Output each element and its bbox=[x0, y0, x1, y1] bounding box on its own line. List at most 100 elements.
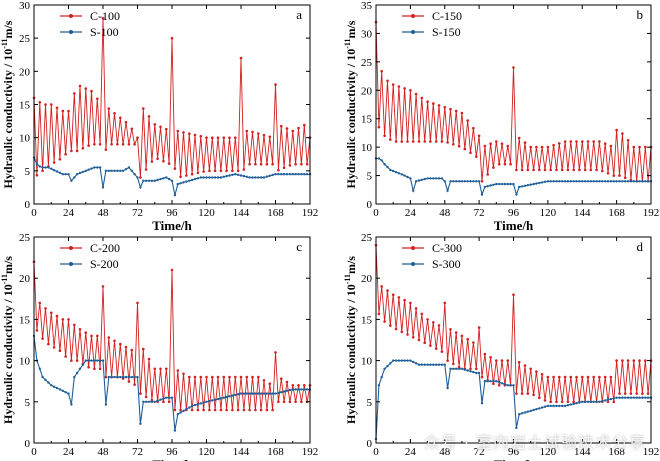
data-point bbox=[274, 173, 277, 176]
data-point bbox=[124, 375, 128, 379]
y-axis-title-exponent: -11 bbox=[343, 274, 352, 284]
data-point bbox=[222, 136, 226, 139]
data-point bbox=[380, 159, 383, 162]
data-point bbox=[153, 179, 156, 182]
data-point bbox=[70, 149, 73, 153]
data-point bbox=[144, 179, 148, 182]
data-point bbox=[389, 324, 392, 327]
data-point bbox=[199, 402, 202, 405]
data-point bbox=[216, 397, 220, 401]
data-point bbox=[575, 402, 578, 405]
series-line-C-300 bbox=[375, 245, 652, 402]
data-point bbox=[397, 296, 401, 299]
data-point bbox=[466, 180, 469, 183]
data-point bbox=[236, 169, 240, 173]
data-point bbox=[615, 180, 618, 183]
x-tick-label: 120 bbox=[540, 207, 557, 219]
data-point bbox=[558, 142, 561, 145]
x-axis-title: Time/h bbox=[152, 218, 192, 233]
data-point bbox=[282, 166, 286, 170]
data-point bbox=[159, 177, 162, 181]
data-point bbox=[477, 326, 481, 329]
data-point bbox=[55, 106, 59, 110]
panel-label: a bbox=[296, 7, 302, 22]
data-point bbox=[222, 175, 225, 178]
data-point bbox=[414, 362, 418, 365]
data-point bbox=[569, 403, 572, 406]
data-point bbox=[127, 143, 131, 146]
data-point bbox=[133, 375, 136, 379]
data-point bbox=[199, 176, 202, 179]
data-point bbox=[549, 168, 552, 172]
data-point bbox=[193, 403, 197, 407]
data-point bbox=[61, 173, 64, 176]
data-point bbox=[144, 168, 148, 171]
data-point bbox=[300, 400, 303, 404]
x-tick-label: 24 bbox=[405, 207, 417, 219]
data-point bbox=[452, 367, 455, 370]
data-point bbox=[552, 143, 555, 147]
data-point bbox=[392, 169, 395, 173]
data-point bbox=[626, 359, 630, 362]
data-point bbox=[492, 183, 495, 186]
y-axis-title-unit: m/s bbox=[344, 256, 358, 274]
data-point bbox=[532, 393, 535, 397]
data-point bbox=[162, 159, 165, 163]
data-point bbox=[497, 162, 501, 166]
chart-panel-c: 0 24 48 72 96 120 144 168 192 0 5 10 15 20 25 Time/h Hyd… bbox=[0, 232, 318, 461]
data-point bbox=[162, 400, 165, 404]
data-point bbox=[540, 145, 544, 149]
data-point bbox=[202, 408, 205, 412]
data-point bbox=[271, 408, 274, 412]
data-point bbox=[626, 139, 630, 142]
data-point bbox=[569, 140, 573, 143]
y-axis-title: Hydraulic conductivity / 10-11m/s bbox=[0, 20, 15, 188]
data-point bbox=[500, 359, 504, 362]
data-point bbox=[492, 382, 495, 386]
y-tick-label: 20 bbox=[19, 66, 31, 78]
data-point bbox=[389, 138, 392, 141]
data-point bbox=[119, 169, 122, 172]
data-point bbox=[452, 180, 455, 183]
data-point bbox=[411, 140, 415, 143]
data-point bbox=[626, 180, 630, 183]
data-point bbox=[297, 388, 300, 391]
data-point bbox=[626, 396, 630, 399]
data-point bbox=[595, 180, 598, 183]
x-tick-label: 96 bbox=[167, 207, 179, 219]
data-point bbox=[84, 331, 88, 334]
data-point bbox=[394, 327, 398, 331]
data-point bbox=[409, 359, 412, 362]
data-point bbox=[621, 180, 624, 183]
data-point bbox=[646, 396, 650, 399]
data-point bbox=[512, 182, 515, 186]
data-point bbox=[641, 396, 644, 399]
data-point bbox=[506, 359, 510, 362]
data-point bbox=[268, 382, 272, 386]
data-point bbox=[581, 375, 584, 379]
data-point bbox=[498, 182, 501, 186]
data-point bbox=[44, 378, 47, 381]
data-point bbox=[259, 162, 263, 166]
data-point bbox=[52, 346, 56, 349]
data-point bbox=[262, 392, 266, 395]
data-point bbox=[265, 175, 269, 178]
data-point bbox=[397, 85, 401, 88]
data-point bbox=[466, 119, 470, 122]
data-point bbox=[552, 375, 555, 379]
legend-marker-C-300 bbox=[411, 246, 415, 250]
data-point bbox=[549, 400, 552, 404]
data-point bbox=[61, 109, 65, 113]
data-point bbox=[87, 168, 90, 171]
data-point bbox=[429, 344, 432, 347]
data-point bbox=[460, 111, 464, 115]
data-point bbox=[202, 401, 205, 404]
data-point bbox=[228, 375, 231, 379]
x-tick-label: 192 bbox=[302, 207, 319, 219]
data-point bbox=[489, 356, 492, 359]
data-point bbox=[389, 362, 392, 365]
y-tick-label: 30 bbox=[361, 28, 373, 40]
data-point bbox=[297, 126, 300, 130]
data-point bbox=[202, 170, 205, 173]
data-point bbox=[116, 169, 119, 172]
